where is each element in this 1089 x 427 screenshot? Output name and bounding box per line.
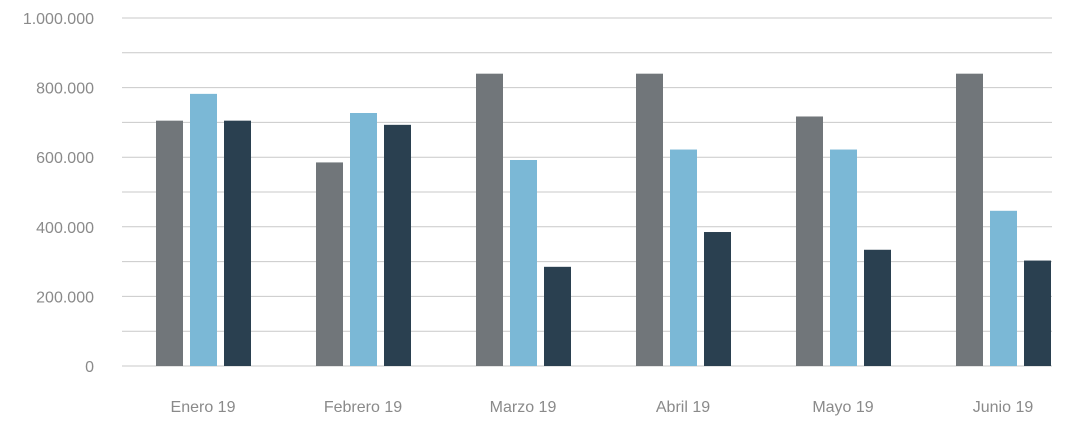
x-axis-tick-labels: Enero 19 Febrero 19 Marzo 19 Abril 19 Mayo 1… (171, 399, 1034, 416)
bar (316, 162, 343, 366)
y-tick-label: 0 (85, 359, 94, 376)
bar (510, 159, 537, 366)
bar (224, 120, 251, 366)
x-tick-label: Marzo 19 (490, 399, 557, 416)
bar (476, 73, 503, 367)
bar (864, 249, 891, 366)
bar (796, 116, 823, 366)
x-tick-label: Mayo 19 (812, 399, 873, 416)
bar (544, 266, 571, 366)
x-tick-label: Enero 19 (171, 399, 236, 416)
x-tick-label: Abril 19 (656, 399, 710, 416)
bar (956, 73, 983, 367)
bar (636, 73, 663, 367)
y-tick-label: 1.000.000 (23, 11, 94, 28)
grid-lines (122, 17, 1052, 367)
bar (190, 93, 217, 366)
y-tick-label: 200.000 (36, 289, 94, 306)
bars (156, 73, 1051, 367)
y-tick-label: 600.000 (36, 150, 94, 167)
bar (990, 210, 1017, 366)
y-tick-label: 400.000 (36, 220, 94, 237)
y-axis-tick-labels: 0 200.000 400.000 600.000 800.000 1.000.000 (23, 11, 94, 376)
x-tick-label: Febrero 19 (324, 399, 402, 416)
x-tick-label: Junio 19 (973, 399, 1034, 416)
bar (830, 149, 857, 366)
bar (704, 232, 731, 366)
bar (384, 124, 411, 366)
y-tick-label: 800.000 (36, 81, 94, 98)
bar (1024, 260, 1051, 366)
bar (156, 120, 183, 366)
bar (670, 149, 697, 366)
bar (350, 113, 377, 366)
